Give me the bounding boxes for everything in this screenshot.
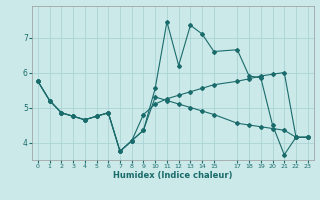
X-axis label: Humidex (Indice chaleur): Humidex (Indice chaleur)	[113, 171, 233, 180]
